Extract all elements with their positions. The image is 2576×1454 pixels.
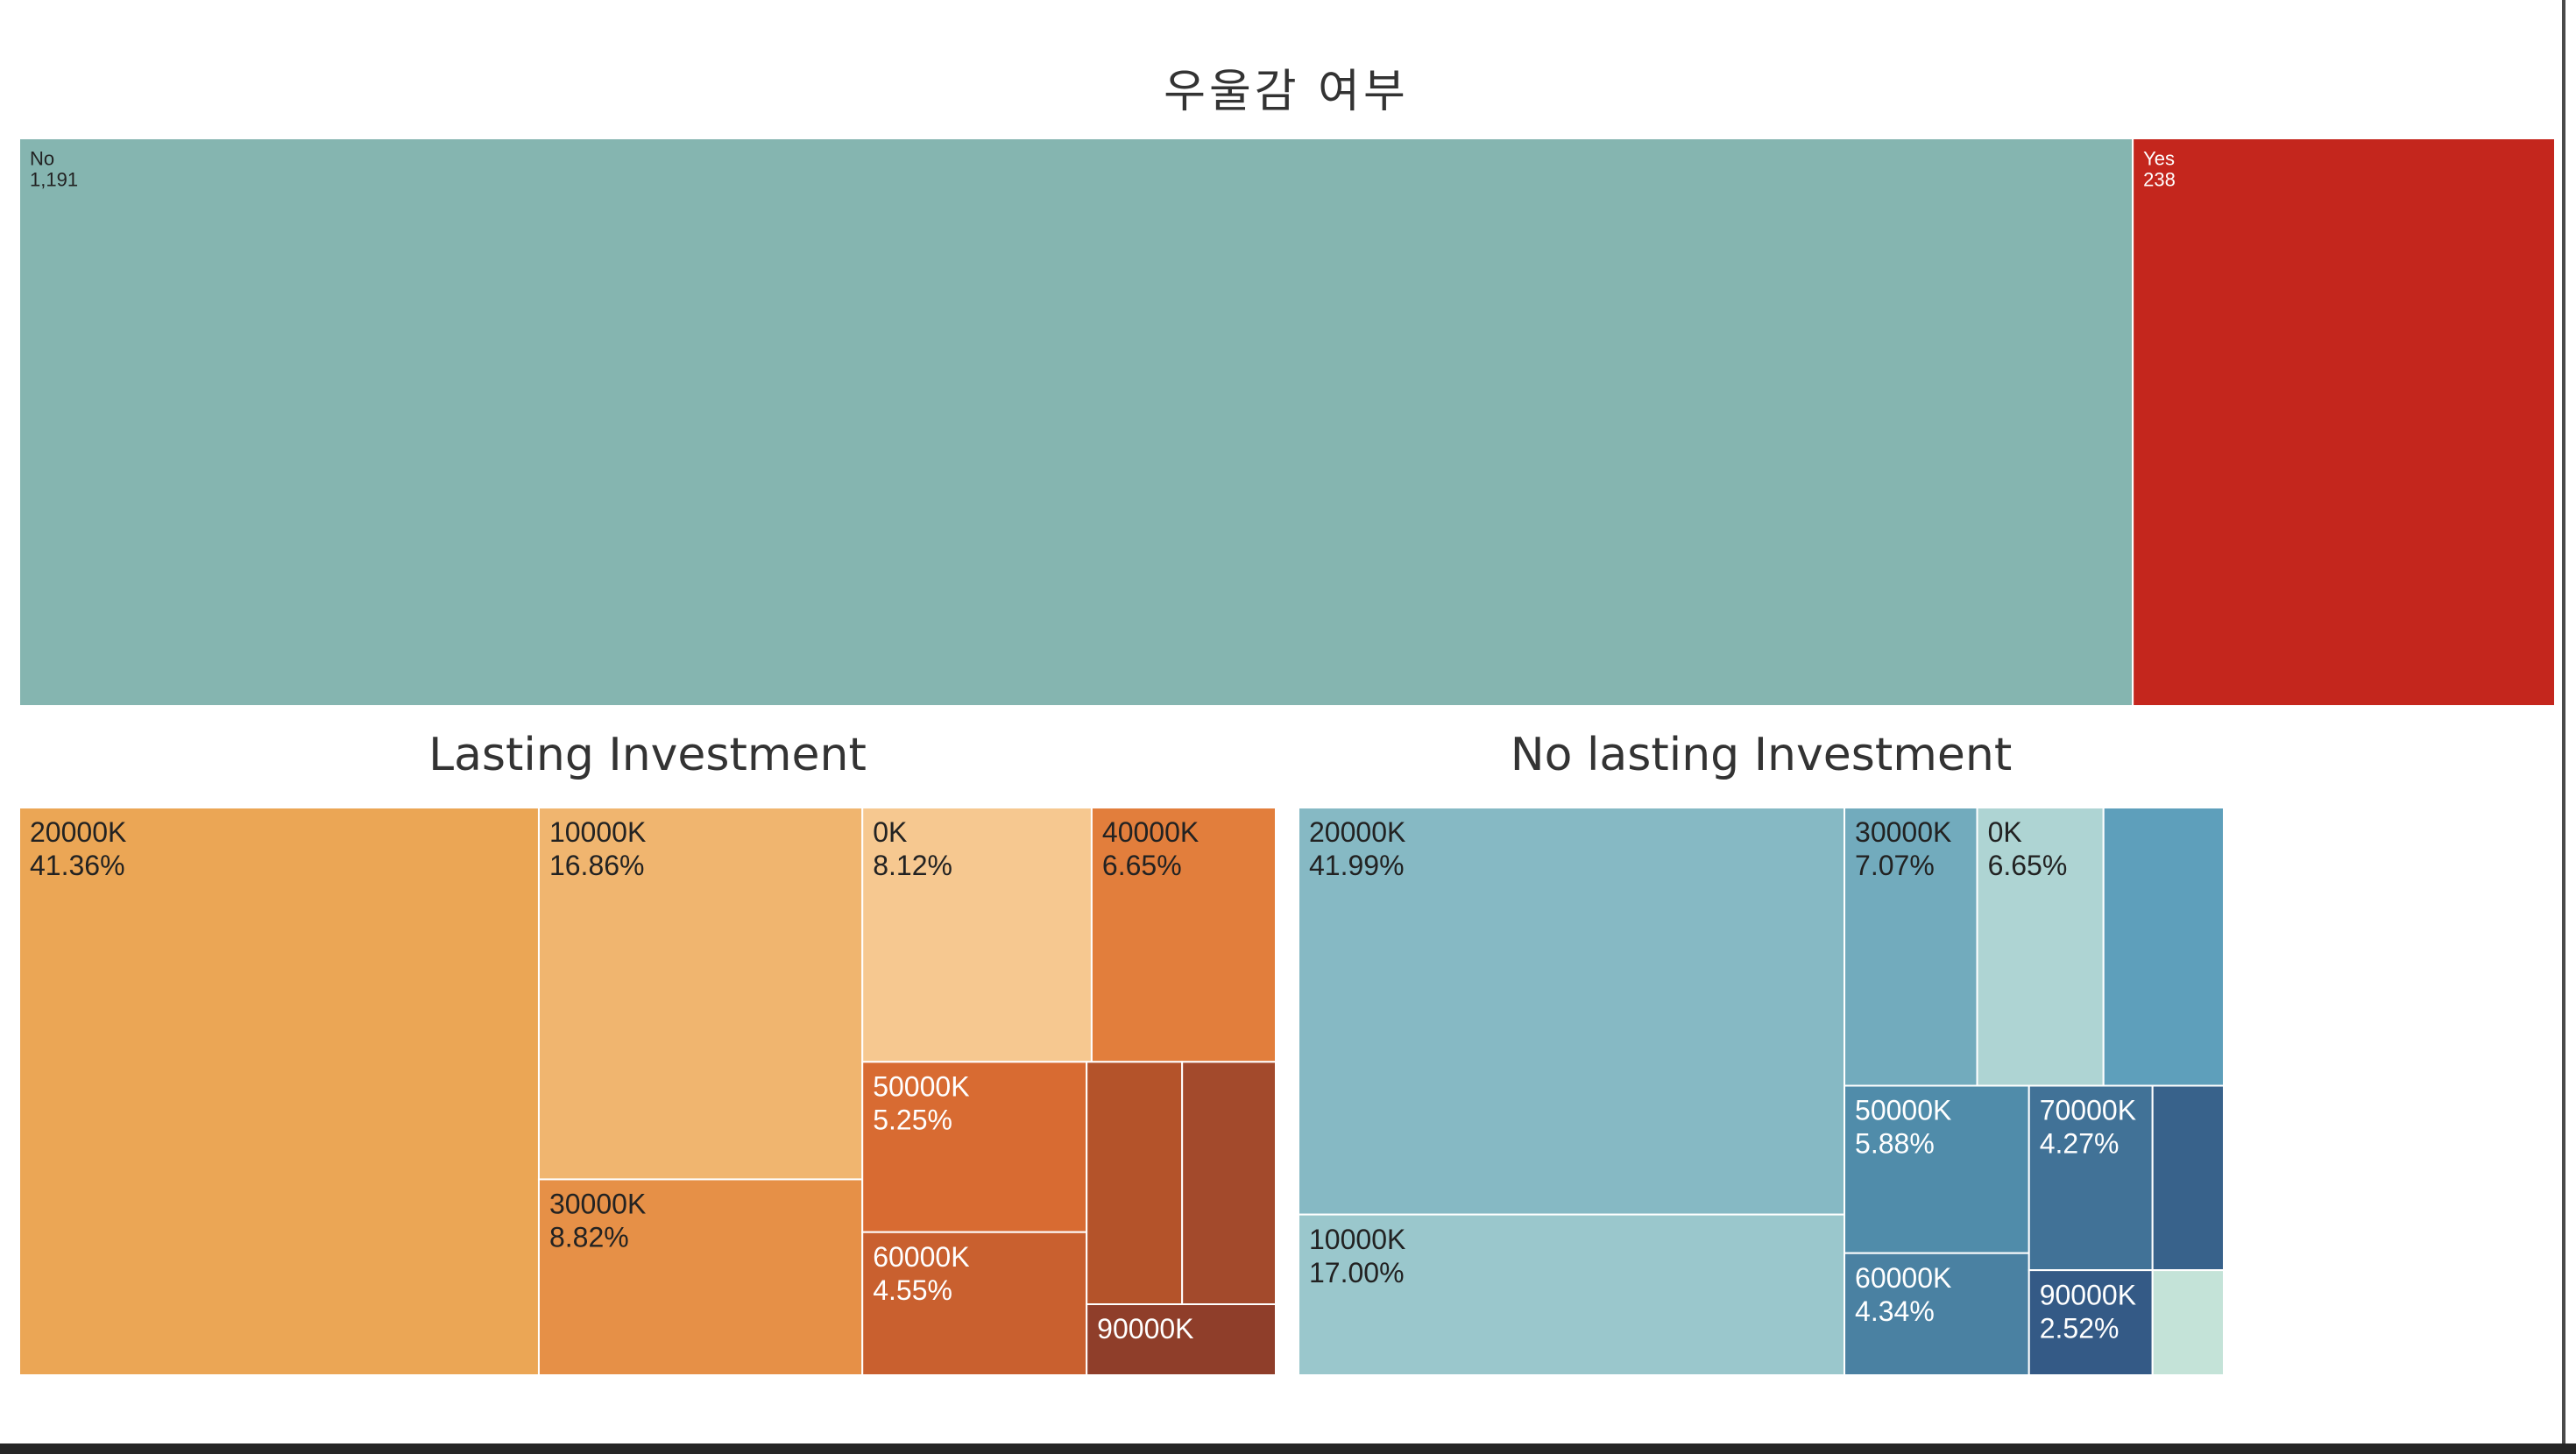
no-lasting-tile-rect <box>1299 808 1846 1216</box>
no-lasting-tile-unlabeled-4 <box>2102 808 2224 1087</box>
no-lasting-investment-treemap: 20000K41.99%10000K17.00%30000K7.07%0K6.6… <box>1299 808 2224 1375</box>
no-lasting-tile-rect <box>2028 1269 2154 1375</box>
lasting-tile-0k: 0K8.12% <box>861 808 1093 1063</box>
lasting-tile-rect <box>19 808 540 1375</box>
no-lasting-tile-label: 30000K <box>1855 816 1951 848</box>
no-lasting-tile-rect <box>1299 1213 1846 1375</box>
no-lasting-tile-value: 17.00% <box>1309 1257 1405 1288</box>
lasting-tile-value: 6.65% <box>1102 850 1182 881</box>
no-lasting-tile-label: 70000K <box>2040 1095 2136 1126</box>
no-lasting-tile-rect <box>2028 1084 2154 1272</box>
lasting-tile-label: 50000K <box>873 1071 969 1103</box>
no-lasting-tile-value: 2.52% <box>2040 1312 2120 1344</box>
lasting-tile-rect <box>1086 1303 1276 1375</box>
lasting-tile-rect <box>1090 808 1276 1063</box>
depression-tile-value: 238 <box>2143 169 2176 191</box>
depression-tile-label: Yes <box>2143 148 2175 170</box>
lasting-tile-rect <box>1181 1061 1276 1305</box>
depression-tile-label: No <box>30 148 54 170</box>
lasting-tile-label: 30000K <box>549 1189 646 1220</box>
no-lasting-tile-rect <box>2151 1269 2224 1375</box>
no-lasting-tile-value: 4.34% <box>1855 1295 1935 1327</box>
lasting-tile-label: 0K <box>873 816 907 848</box>
lasting-tile-value: 8.12% <box>873 850 952 881</box>
lasting-tile-rect <box>537 1178 864 1375</box>
bottom-bar <box>0 1443 2576 1454</box>
lasting-tile-label: 40000K <box>1102 816 1199 848</box>
no-lasting-tile-rect <box>1976 808 2105 1087</box>
no-lasting-tile-label: 0K <box>1988 816 2022 848</box>
lasting-tile-label: 60000K <box>873 1241 969 1273</box>
lasting-tile-label: 90000K <box>1097 1313 1193 1345</box>
right-divider <box>2562 0 2565 1443</box>
no-lasting-tile-value: 5.88% <box>1855 1128 1935 1160</box>
lasting-investment-title: Lasting Investment <box>428 729 867 781</box>
no-lasting-tile-rect <box>2102 808 2224 1087</box>
no-lasting-tile-label: 50000K <box>1855 1095 1951 1126</box>
no-lasting-tile-label: 60000K <box>1855 1262 1951 1294</box>
lasting-tile-value: 16.86% <box>549 850 645 881</box>
no-lasting-tile-rect <box>1844 1084 2030 1254</box>
lasting-tile-unlabeled-7 <box>1086 1061 1184 1305</box>
lasting-tile-rect <box>861 1061 1088 1233</box>
no-lasting-tile-value: 41.99% <box>1309 850 1405 881</box>
lasting-tile-value: 8.82% <box>549 1222 629 1253</box>
no-lasting-tile-unlabeled-8 <box>2151 1084 2224 1272</box>
lasting-tile-value: 4.55% <box>873 1274 952 1306</box>
lasting-tile-rect <box>1086 1061 1184 1305</box>
no-lasting-tile-rect <box>1844 1252 2030 1375</box>
no-lasting-investment-title: No lasting Investment <box>1510 729 2013 781</box>
lasting-tile-label: 20000K <box>30 816 126 848</box>
no-lasting-tile-rect <box>1844 808 1978 1087</box>
depression-tile-rect <box>19 138 2134 706</box>
depression-tile-no: No1,191 <box>19 138 2134 706</box>
depression-tile-rect <box>2132 138 2555 706</box>
lasting-tile-value: 5.25% <box>873 1105 952 1136</box>
no-lasting-tile-label: 10000K <box>1309 1224 1405 1255</box>
lasting-tile-rect <box>861 1231 1088 1375</box>
no-lasting-tile-value: 6.65% <box>1988 850 2068 881</box>
lasting-tile-value: 41.36% <box>30 850 125 881</box>
no-lasting-tile-rect <box>2151 1084 2224 1272</box>
depression-tile-value: 1,191 <box>30 169 78 191</box>
lasting-investment-treemap: 20000K41.36%10000K16.86%30000K8.82%0K8.1… <box>19 808 1276 1375</box>
lasting-tile-rect <box>537 808 864 1181</box>
no-lasting-tile-label: 90000K <box>2040 1279 2136 1310</box>
no-lasting-tile-0k: 0K6.65% <box>1976 808 2105 1087</box>
lasting-tile-label: 10000K <box>549 816 646 848</box>
no-lasting-tile-label: 20000K <box>1309 816 1405 848</box>
lasting-tile-90000k: 90000K <box>1086 1303 1276 1375</box>
no-lasting-tile-unlabeled-10 <box>2151 1269 2224 1375</box>
no-lasting-tile-value: 7.07% <box>1855 850 1935 881</box>
lasting-tile-rect <box>861 808 1093 1063</box>
depression-treemap-title: 우울감 여부 <box>1164 66 1409 118</box>
lasting-tile-unlabeled-8 <box>1181 1061 1276 1305</box>
no-lasting-tile-value: 4.27% <box>2040 1128 2120 1160</box>
